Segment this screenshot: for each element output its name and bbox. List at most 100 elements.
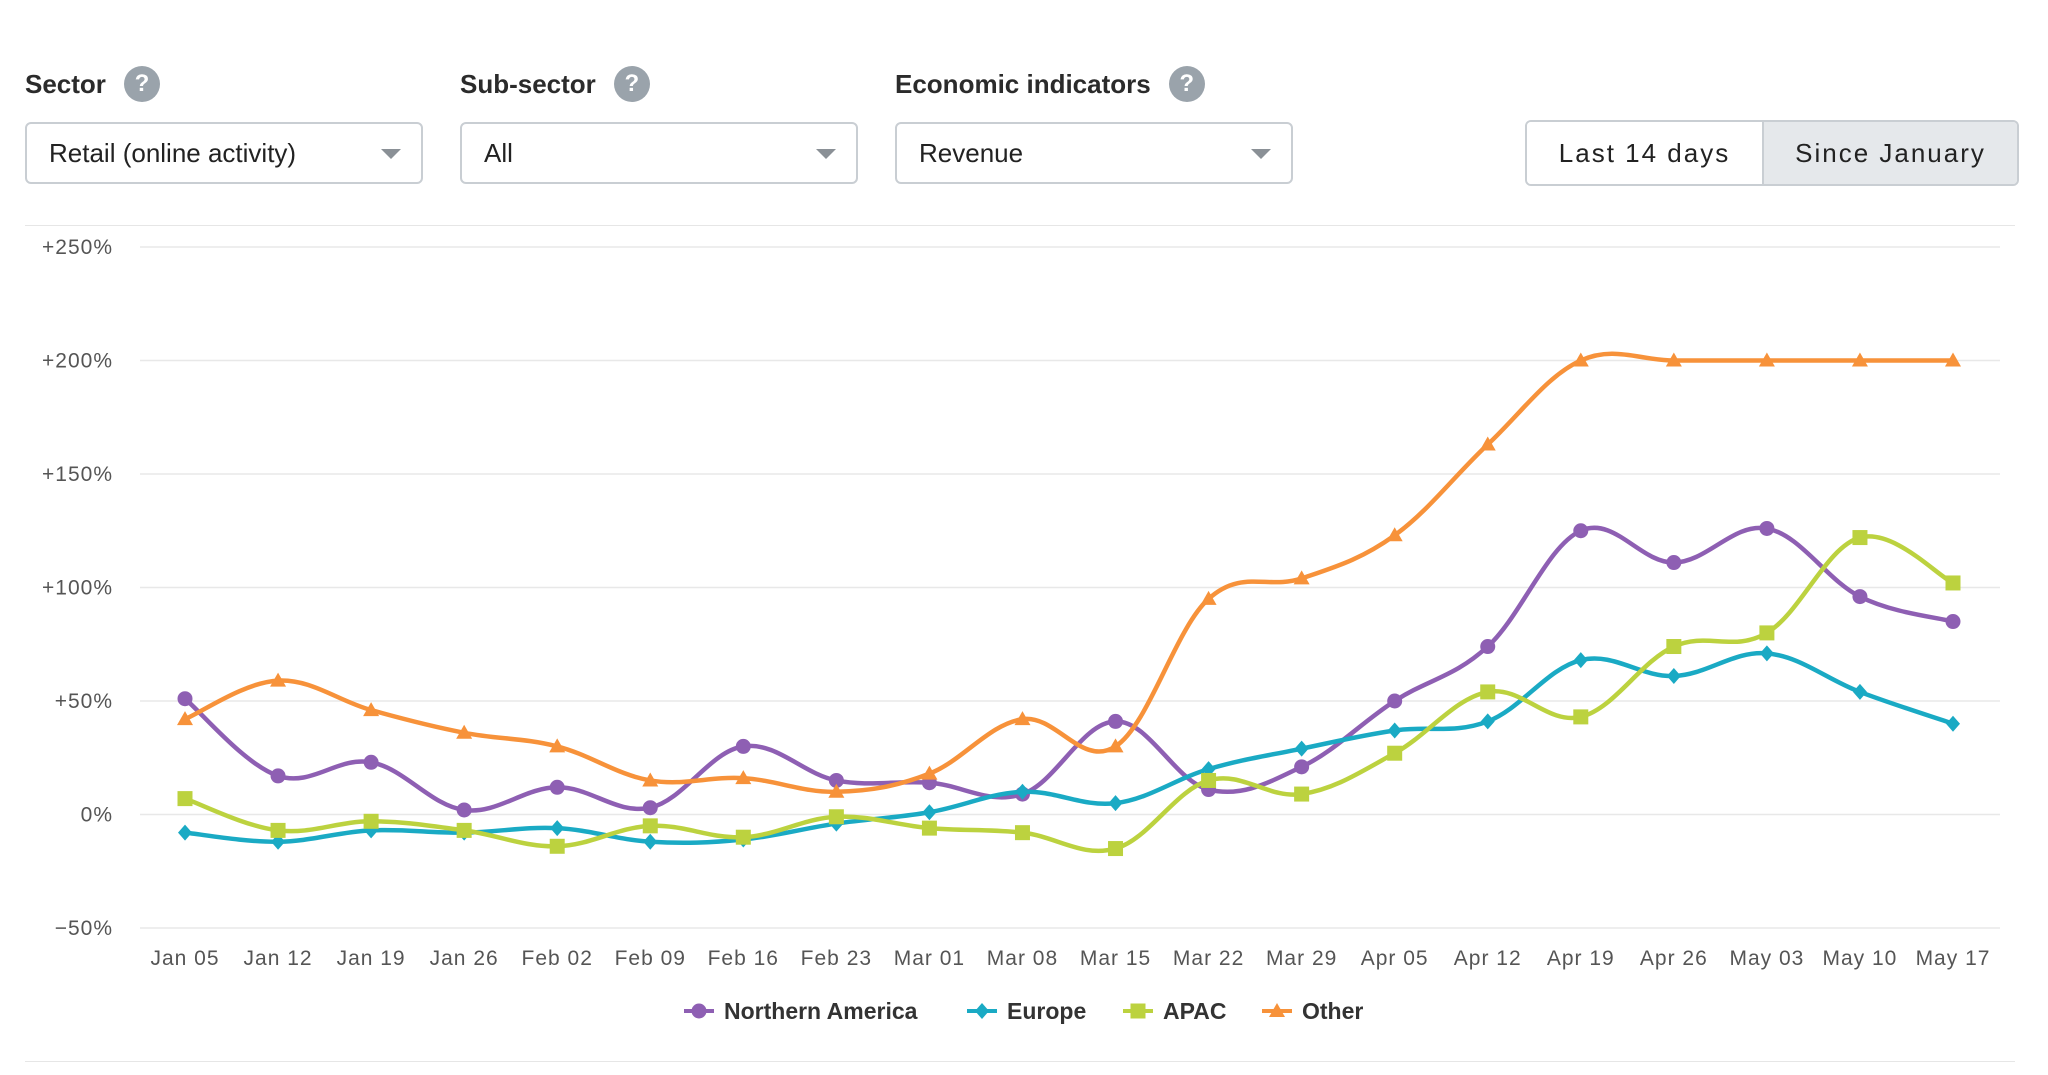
- line-chart: +250%+200%+150%+100%+50%0%−50% Jan 05 Jan…: [42, 236, 2000, 1024]
- series-europe: [178, 645, 1960, 850]
- data-point-apac: [1294, 786, 1310, 802]
- indicators-label: Economic indicators: [895, 68, 1151, 99]
- data-point-northern-america: [735, 738, 751, 754]
- data-point-other: [177, 711, 193, 726]
- x-tick-label: Apr 19: [1547, 947, 1615, 970]
- top-divider: [25, 225, 2015, 226]
- data-point-northern-america: [1759, 520, 1775, 536]
- indicators-select[interactable]: Revenue: [895, 122, 1293, 184]
- data-point-apac: [1387, 745, 1403, 761]
- data-point-northern-america: [1852, 589, 1868, 605]
- data-point-apac: [1759, 625, 1775, 641]
- sector-help-icon[interactable]: ?: [123, 66, 160, 102]
- series-line-northern-america: [182, 525, 1956, 813]
- data-point-europe: [550, 820, 565, 837]
- sector-filter: Sector ? Retail (online activity): [25, 64, 423, 184]
- data-point-europe: [1387, 722, 1402, 739]
- data-point-northern-america: [270, 768, 286, 784]
- data-point-other: [1851, 352, 1868, 367]
- sector-label: Sector: [25, 68, 106, 99]
- data-point-apac: [1945, 575, 1961, 591]
- date-range-toggle: Last 14 days Since January: [1525, 120, 2019, 186]
- indicators-filter: Economic indicators ? Revenue: [895, 64, 1293, 184]
- series-lines: [177, 351, 1961, 857]
- y-tick-label: +150%: [42, 463, 113, 486]
- data-point-apac: [1666, 639, 1682, 655]
- data-point-europe: [1108, 795, 1123, 812]
- data-point-apac: [642, 818, 658, 834]
- y-tick-label: +200%: [42, 350, 113, 373]
- data-point-other: [1293, 570, 1310, 585]
- data-point-europe: [1666, 668, 1681, 685]
- data-point-other: [363, 702, 380, 717]
- data-point-northern-america: [456, 802, 472, 818]
- x-tick-label: Jan 05: [150, 947, 219, 970]
- sector-select[interactable]: Retail (online activity): [25, 122, 423, 184]
- legend-label: APAC: [1163, 998, 1226, 1024]
- legend: Northern America Europe APAC Other: [684, 998, 1363, 1024]
- legend-swatch-marker: [975, 1003, 989, 1019]
- legend-swatch-marker: [1269, 1003, 1285, 1017]
- x-tick-label: May 10: [1823, 947, 1898, 970]
- y-axis-labels: +250% +200% +150% +100% +50% 0% −50%: [42, 236, 113, 940]
- data-point-europe: [1480, 713, 1495, 730]
- data-point-other: [1107, 738, 1124, 753]
- data-point-northern-america: [549, 779, 565, 795]
- data-point-europe: [178, 824, 192, 841]
- x-tick-label: Jan 12: [244, 947, 313, 970]
- data-point-apac: [1201, 772, 1217, 788]
- x-tick-label: Apr 12: [1454, 947, 1522, 970]
- data-point-apac: [921, 820, 937, 836]
- subsector-label: Sub-sector: [460, 68, 596, 99]
- x-tick-label: Feb 23: [801, 947, 872, 970]
- chevron-down-icon: [816, 149, 836, 159]
- indicators-help-icon[interactable]: ?: [1168, 66, 1205, 102]
- data-point-other: [1014, 711, 1031, 726]
- data-point-other: [642, 772, 659, 787]
- data-point-apac: [1852, 530, 1868, 546]
- x-tick-label: Jan 19: [337, 947, 406, 970]
- data-point-northern-america: [177, 691, 193, 707]
- bottom-divider: [25, 1061, 2015, 1062]
- x-tick-label: Mar 01: [894, 947, 965, 970]
- since-january-button[interactable]: Since January: [1764, 122, 2017, 184]
- subsector-select[interactable]: All: [460, 122, 858, 184]
- data-point-europe: [922, 804, 937, 821]
- legend-item-other: Other: [1262, 998, 1363, 1024]
- data-point-apac: [549, 838, 565, 854]
- data-point-apac: [270, 822, 286, 838]
- data-point-europe: [1946, 715, 1960, 732]
- x-tick-label: Jan 26: [430, 947, 499, 970]
- x-tick-label: Feb 09: [615, 947, 686, 970]
- last-14-days-button[interactable]: Last 14 days: [1527, 122, 1764, 184]
- data-point-apac: [1573, 709, 1589, 725]
- chevron-down-icon: [1251, 149, 1271, 159]
- data-point-northern-america: [1666, 555, 1682, 571]
- data-point-northern-america: [828, 772, 844, 788]
- subsector-help-icon[interactable]: ?: [613, 66, 650, 102]
- x-tick-label: Mar 22: [1173, 947, 1244, 970]
- data-point-europe: [643, 833, 658, 850]
- data-point-northern-america: [1387, 693, 1403, 709]
- data-point-northern-america: [1945, 614, 1961, 630]
- data-point-other: [1665, 352, 1682, 367]
- legend-label: Northern America: [724, 998, 918, 1024]
- data-point-other: [549, 738, 566, 753]
- data-point-northern-america: [1573, 523, 1589, 539]
- data-point-northern-america: [1480, 639, 1496, 655]
- chevron-down-icon: [381, 149, 401, 159]
- subsector-filter: Sub-sector ? All: [460, 64, 858, 184]
- legend-swatch-marker: [691, 1003, 707, 1019]
- data-point-other: [1572, 352, 1589, 367]
- data-point-europe: [1573, 652, 1588, 669]
- x-tick-label: Mar 29: [1266, 947, 1337, 970]
- data-point-apac: [363, 813, 379, 829]
- data-point-apac: [1014, 825, 1030, 841]
- data-point-northern-america: [642, 800, 658, 816]
- legend-item-europe: Europe: [967, 998, 1086, 1024]
- x-tick-label: May 17: [1916, 947, 1991, 970]
- y-tick-label: 0%: [81, 804, 113, 827]
- data-point-other: [1945, 352, 1961, 367]
- y-tick-label: +250%: [42, 236, 113, 259]
- subsector-value: All: [484, 137, 513, 168]
